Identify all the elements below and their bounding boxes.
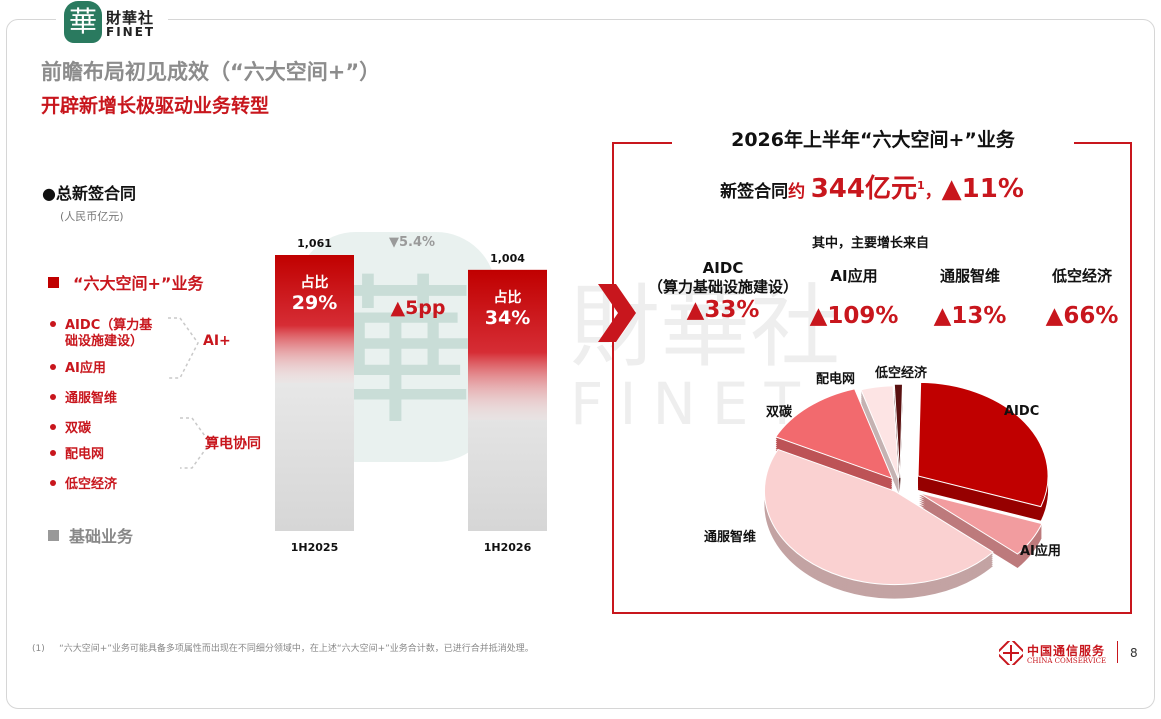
pie-label-dual-carbon: 双碳	[766, 405, 793, 420]
right-panel-title: 2026年上半年“六大空间+”业务	[672, 124, 1074, 156]
arrow-chevron-icon	[598, 284, 636, 342]
legend-six-space: “六大空间+”业务	[48, 270, 203, 294]
slide-title: 前瞻布局初见成效（“六大空间+”）	[41, 60, 381, 84]
group-brackets	[168, 317, 211, 469]
pie-label-low-altitude: 低空经济	[875, 366, 928, 381]
dot-icon	[50, 424, 56, 430]
bar-share-title-1H2026: 占比	[494, 289, 522, 306]
sign-footnote: 1	[916, 179, 925, 192]
pie-label-ai-app: AI应用	[1020, 544, 1061, 559]
pie-chart	[764, 381, 1049, 599]
bar-category-label-1H2025: 1H2025	[291, 541, 338, 554]
growth-aidc: AIDC （算力基础设施建设） ▲33%	[638, 259, 808, 323]
dot-icon	[50, 321, 56, 327]
pie-layer	[764, 381, 1049, 599]
company-name-cn: 中国通信服务	[1027, 644, 1106, 658]
bracket-power	[180, 417, 211, 469]
group-power-label: 算电协同	[205, 436, 261, 452]
list-item-tongfu: 通服智维	[50, 391, 117, 407]
finet-name-cn: 財華社	[106, 9, 155, 27]
list-item-ai-app: AI应用	[50, 361, 106, 377]
comservice-mark-icon	[999, 641, 1023, 665]
section-title: ●总新签合同	[42, 184, 136, 203]
watermark-name-en: FINET	[570, 370, 816, 438]
bar-share-value-1H2026: 34%	[485, 307, 530, 329]
growth-low-altitude: 低空经济 ▲66%	[1034, 267, 1130, 329]
pie-slice-2	[764, 448, 994, 586]
finet-seal-icon: 華	[64, 1, 102, 43]
unit-label: (人民币亿元)	[60, 210, 124, 223]
pie-slice-0	[917, 381, 1049, 508]
pie-slice-4	[860, 385, 900, 480]
pie-slice-1	[918, 492, 1043, 555]
slide-frame	[6, 19, 1155, 709]
slide-subtitle: 开辟新增长极驱动业务转型	[41, 95, 270, 117]
growth-tongfu-pct: ▲13%	[933, 303, 1007, 329]
footnote: (1) “六大空间+”业务可能具备多项属性而出现在不同细分领域中，在上述“六大空…	[32, 644, 534, 654]
sign-value: 344亿元	[810, 174, 917, 204]
share-change-label: ▲5pp	[390, 297, 445, 319]
bar-total-label-1H2026: 1,004	[490, 252, 525, 265]
company-name-en: CHINA COMSERVICE	[1027, 657, 1107, 665]
bar-six-space-1H2026	[468, 269, 547, 420]
list-item-dual-carbon: 双碳	[50, 421, 91, 437]
bracket-ai	[168, 317, 199, 379]
bar-six-space-1H2025	[275, 255, 354, 384]
bar-category-label-1H2026: 1H2026	[484, 541, 532, 554]
growth-tongfu: 通服智维 ▲13%	[922, 267, 1018, 329]
page-number: 8	[1130, 646, 1138, 660]
growth-ai-app-pct: ▲109%	[809, 303, 899, 329]
dot-icon	[50, 394, 56, 400]
legend-swatch-red	[48, 277, 59, 288]
growth-low-altitude-pct: ▲66%	[1045, 303, 1119, 329]
growth-source-label: 其中，主要增长来自	[812, 236, 930, 251]
list-item-low-altitude: 低空经济	[50, 477, 117, 493]
bullet-icon: ●	[42, 184, 56, 203]
finet-logo: 華 財華社 FINET	[56, 0, 168, 46]
legend-swatch-gray	[48, 530, 59, 541]
sign-summary: 新签合同约 344亿元1，▲11%	[612, 168, 1132, 205]
dot-icon	[50, 480, 56, 486]
group-ai-label: AI+	[203, 333, 231, 349]
sign-growth: ▲11%	[941, 174, 1024, 204]
pie-label-grid: 配电网	[816, 372, 856, 387]
legend-basic: 基础业务	[48, 523, 133, 547]
bar-share-value-1H2025: 29%	[292, 292, 337, 314]
list-item-grid: 配电网	[50, 447, 104, 463]
finet-name-en: FINET	[106, 25, 156, 39]
pie-label-tongfu: 通服智维	[704, 530, 757, 545]
total-change-label: ▼5.4%	[389, 235, 435, 250]
sign-approx: 约	[788, 182, 806, 202]
bar-share-title-1H2025: 占比	[301, 274, 329, 291]
footer-divider	[1117, 641, 1118, 663]
list-item-aidc: AIDC（算力基 础设施建设）	[50, 318, 152, 350]
pie-label-aidc: AIDC	[1004, 404, 1040, 419]
pie-slice-3	[774, 388, 894, 480]
dot-icon	[50, 364, 56, 370]
sign-label: 新签合同	[720, 182, 789, 202]
pie-slice-5	[893, 383, 903, 478]
sign-separator: ，	[924, 182, 942, 202]
arrow-chevron-shape	[598, 284, 636, 342]
bar-total-label-1H2025: 1,061	[297, 237, 332, 250]
growth-aidc-pct: ▲33%	[686, 297, 760, 323]
growth-ai-app: AI应用 ▲109%	[806, 267, 902, 329]
dot-icon	[50, 450, 56, 456]
